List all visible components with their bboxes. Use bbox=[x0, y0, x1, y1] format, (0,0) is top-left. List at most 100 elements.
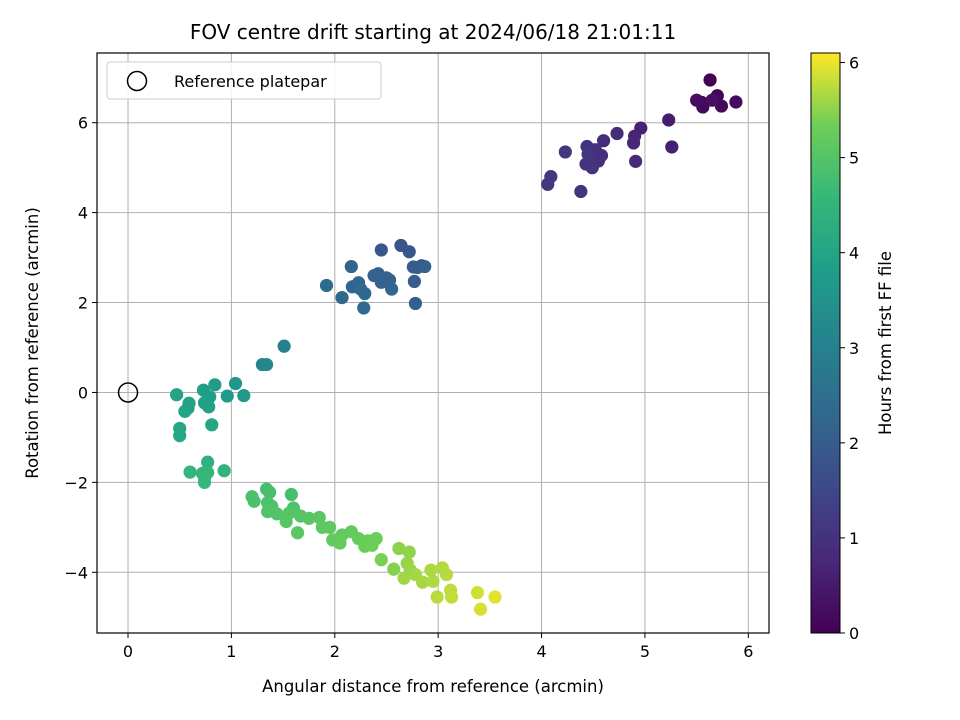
data-point bbox=[323, 520, 337, 534]
colorbar-tick-label: 3 bbox=[849, 339, 859, 358]
data-point bbox=[574, 184, 588, 199]
data-point bbox=[344, 259, 358, 274]
data-point bbox=[729, 95, 743, 109]
data-point bbox=[205, 418, 219, 432]
data-point bbox=[416, 575, 430, 589]
colorbar-tick-label: 5 bbox=[849, 149, 859, 168]
data-point bbox=[183, 465, 197, 479]
data-point bbox=[558, 145, 572, 159]
colorbar-tick-label: 1 bbox=[849, 529, 859, 548]
data-point bbox=[365, 538, 379, 552]
colorbar-frame bbox=[810, 52, 841, 634]
y-tick-label: 2 bbox=[78, 294, 88, 313]
data-point bbox=[374, 275, 388, 289]
data-point bbox=[445, 590, 459, 604]
data-point bbox=[690, 93, 704, 107]
data-point bbox=[197, 475, 212, 489]
data-point bbox=[406, 260, 420, 274]
data-point bbox=[247, 494, 261, 508]
x-axis-label: Angular distance from reference (arcmin) bbox=[262, 677, 604, 696]
data-point bbox=[439, 567, 454, 582]
data-point bbox=[426, 574, 440, 588]
data-point bbox=[665, 140, 679, 154]
y-tick-label: 0 bbox=[78, 383, 88, 402]
data-point bbox=[335, 290, 349, 305]
grid-lines bbox=[97, 53, 769, 633]
data-point bbox=[430, 590, 444, 604]
data-point bbox=[173, 429, 187, 443]
data-point bbox=[705, 93, 719, 107]
legend: Reference platepar bbox=[106, 61, 382, 100]
data-point bbox=[629, 154, 643, 168]
data-point bbox=[202, 400, 216, 414]
colorbar-tick-label: 6 bbox=[849, 54, 859, 73]
legend-marker-icon bbox=[126, 70, 148, 92]
data-point bbox=[581, 147, 595, 161]
x-tick-label: 2 bbox=[330, 642, 340, 661]
data-point bbox=[279, 514, 293, 529]
y-tick-label: 6 bbox=[78, 114, 88, 133]
data-point bbox=[473, 602, 488, 616]
data-point bbox=[170, 388, 184, 402]
colorbar-ticks: 0 1 2 3 4 5 6 bbox=[840, 54, 859, 643]
data-point bbox=[387, 562, 401, 576]
colorbar-label: Hours from first FF file bbox=[876, 251, 895, 435]
y-axis-ticks: −4 −2 0 2 4 6 bbox=[64, 114, 97, 582]
data-points bbox=[170, 73, 743, 616]
data-point bbox=[402, 245, 416, 259]
x-tick-label: 5 bbox=[640, 642, 650, 661]
data-point bbox=[284, 487, 298, 502]
x-tick-label: 1 bbox=[226, 642, 236, 661]
colorbar: 0 1 2 3 4 5 6 Hours from first FF file bbox=[810, 52, 895, 643]
data-point bbox=[424, 563, 438, 577]
y-axis-label: Rotation from reference (arcmin) bbox=[23, 207, 42, 479]
x-tick-label: 3 bbox=[433, 642, 443, 661]
data-point bbox=[470, 585, 485, 600]
y-tick-label: 4 bbox=[78, 204, 88, 223]
data-point bbox=[626, 136, 641, 150]
data-point bbox=[662, 113, 676, 127]
data-point bbox=[201, 455, 215, 469]
data-point bbox=[178, 404, 192, 418]
y-tick-label: −4 bbox=[64, 563, 88, 582]
data-point bbox=[407, 274, 421, 289]
data-point bbox=[217, 464, 231, 478]
data-point bbox=[270, 507, 284, 521]
colorbar-tick-label: 0 bbox=[849, 624, 859, 643]
data-point bbox=[259, 357, 274, 372]
legend-box bbox=[106, 61, 382, 100]
data-point bbox=[228, 376, 243, 391]
data-point bbox=[402, 545, 416, 559]
data-point bbox=[418, 259, 432, 274]
data-point bbox=[277, 339, 291, 353]
data-point bbox=[302, 511, 316, 525]
colorbar-tick-label: 2 bbox=[849, 434, 859, 453]
data-point bbox=[290, 526, 305, 540]
data-point bbox=[488, 590, 502, 604]
colorbar-gradient bbox=[811, 53, 840, 633]
y-tick-label: −2 bbox=[64, 473, 88, 492]
data-point bbox=[374, 243, 388, 257]
legend-entry: Reference platepar bbox=[174, 72, 327, 91]
plot-frame bbox=[96, 52, 770, 634]
data-point bbox=[374, 553, 388, 567]
data-point bbox=[333, 536, 347, 550]
data-point bbox=[208, 378, 222, 392]
data-point bbox=[703, 73, 717, 87]
data-point bbox=[408, 296, 423, 311]
data-point bbox=[237, 389, 251, 403]
chart-title: FOV centre drift starting at 2024/06/18 … bbox=[190, 20, 676, 44]
data-point bbox=[596, 134, 611, 148]
x-tick-label: 4 bbox=[536, 642, 546, 661]
data-point bbox=[220, 389, 234, 403]
data-point bbox=[319, 278, 334, 293]
x-axis-ticks: 0 1 2 3 4 5 6 bbox=[123, 633, 753, 661]
data-point bbox=[541, 177, 555, 191]
x-tick-label: 6 bbox=[743, 642, 753, 661]
data-point bbox=[358, 286, 372, 301]
reference-marker bbox=[117, 382, 139, 403]
data-point bbox=[610, 126, 624, 141]
x-tick-label: 0 bbox=[123, 642, 133, 661]
reference-point bbox=[117, 382, 139, 403]
